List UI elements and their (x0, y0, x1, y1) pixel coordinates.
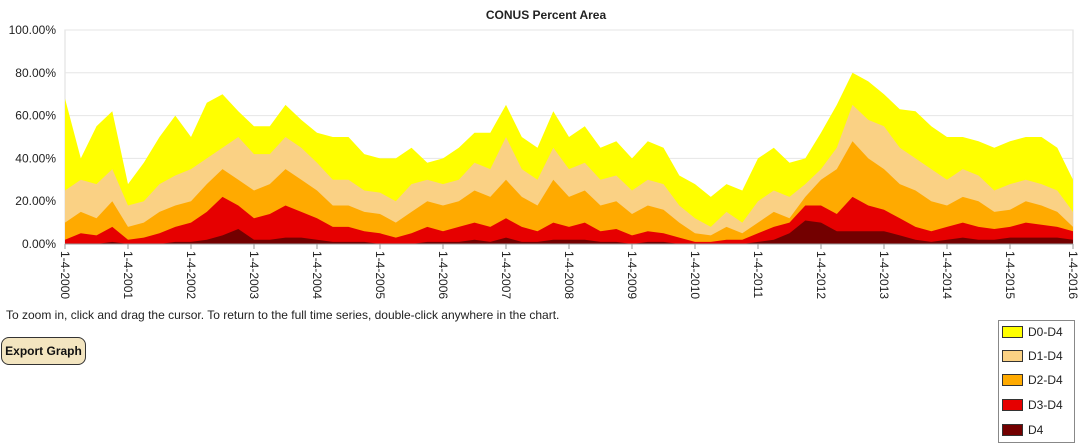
y-axis: 0.00% 20.00% 40.00% 60.00% 80.00% 100.00% (9, 23, 57, 251)
legend-label: D2-D4 (1028, 373, 1063, 387)
chart-title: CONUS Percent Area (486, 8, 607, 22)
y-tick-label: 40.00% (15, 151, 56, 165)
legend-label: D1-D4 (1028, 349, 1063, 363)
legend-label: D3-D4 (1028, 398, 1063, 412)
x-tick-label: 1-4-2010 (688, 251, 702, 299)
x-tick-label: 1-4-2014 (940, 251, 954, 299)
x-axis: 1-4-2000 1-4-2001 1-4-2002 1-4-2003 1-4-2004… (58, 243, 1080, 299)
y-tick-label: 0.00% (22, 237, 56, 251)
legend-swatch (1002, 326, 1023, 338)
legend-swatch (1002, 350, 1023, 362)
x-tick-label: 1-4-2002 (184, 251, 198, 299)
x-tick-label: 1-4-2001 (121, 251, 135, 299)
y-tick-label: 60.00% (15, 109, 56, 123)
x-tick-label: 1-4-2007 (499, 251, 513, 299)
x-tick-label: 1-4-2011 (751, 251, 765, 298)
y-tick-label: 80.00% (15, 66, 56, 80)
legend-item-d4[interactable]: D4 (1002, 422, 1043, 438)
x-tick-label: 1-4-2003 (247, 251, 261, 299)
legend-swatch (1002, 374, 1023, 386)
legend: D0-D4 D1-D4 D2-D4 D3-D4 D4 (998, 320, 1075, 443)
legend-item-d3-d4[interactable]: D3-D4 (1002, 397, 1063, 413)
area-d4 (65, 220, 1073, 244)
legend-swatch (1002, 424, 1023, 436)
x-tick-label: 1-4-2008 (562, 251, 576, 299)
x-tick-label: 1-4-2005 (373, 251, 387, 299)
y-tick-label: 100.00% (9, 23, 57, 37)
legend-item-d2-d4[interactable]: D2-D4 (1002, 372, 1063, 388)
x-tick-label: 1-4-2004 (310, 251, 324, 299)
export-graph-button[interactable]: Export Graph (1, 337, 86, 365)
x-tick-label: 1-4-2016 (1066, 251, 1080, 299)
legend-label: D0-D4 (1028, 325, 1063, 339)
area-series (65, 72, 1073, 245)
x-tick-label: 1-4-2012 (814, 251, 828, 299)
zoom-instructions: To zoom in, click and drag the cursor. T… (6, 308, 560, 322)
legend-swatch (1002, 399, 1023, 411)
legend-label: D4 (1028, 423, 1044, 437)
y-tick-label: 20.00% (15, 194, 56, 208)
legend-item-d0-d4[interactable]: D0-D4 (1002, 324, 1063, 340)
x-tick-label: 1-4-2000 (58, 251, 72, 299)
x-tick-label: 1-4-2006 (436, 251, 450, 299)
legend-item-d1-d4[interactable]: D1-D4 (1002, 348, 1063, 364)
x-tick-label: 1-4-2013 (877, 251, 891, 299)
x-tick-label: 1-4-2009 (625, 251, 639, 299)
x-tick-label: 1-4-2015 (1003, 251, 1017, 299)
chart[interactable]: CONUS Percent Area 0.00% 20.00% 40.00% 60.0… (0, 0, 1086, 305)
